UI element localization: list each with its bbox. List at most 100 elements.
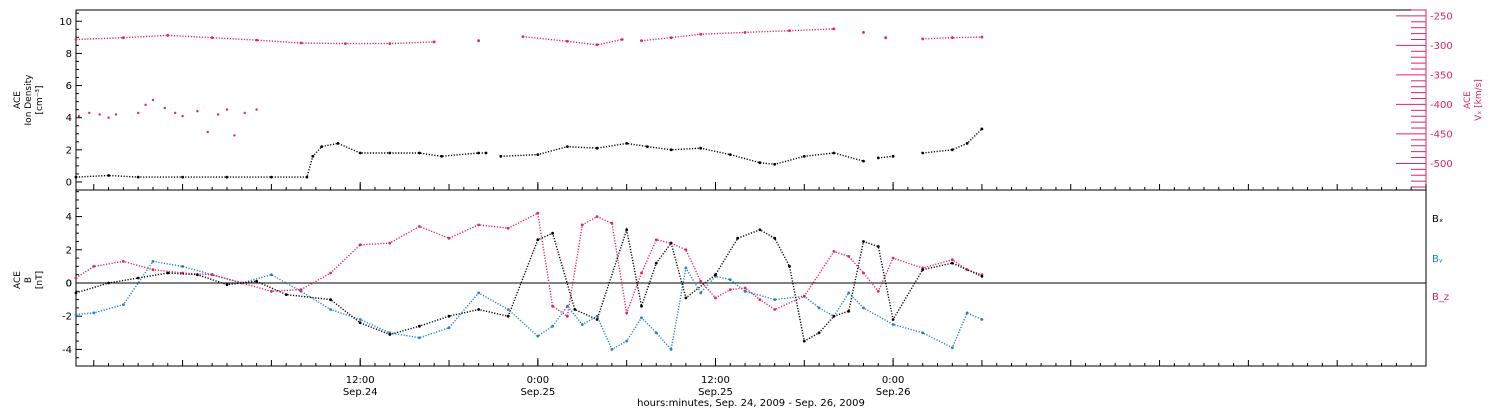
bx-point [980, 274, 984, 278]
vx-point [299, 41, 303, 45]
vx-point [344, 42, 347, 45]
ion-density-outlier-point [98, 113, 101, 116]
bz-point [329, 271, 332, 275]
ion-density-line-1 [500, 142, 864, 166]
x-tick-date: Sep.24 [343, 387, 378, 398]
ion-density-outlier-point [206, 130, 209, 134]
bottom-panel-series [74, 211, 984, 351]
by-point [728, 278, 732, 282]
vx-point [432, 40, 436, 44]
vx-point [950, 36, 954, 40]
top-right-label-line-0: ACE [1463, 91, 1473, 109]
vx-point [862, 31, 865, 34]
ion-density-point [965, 142, 969, 145]
ion-density-line-2 [878, 155, 894, 159]
x-tick-time: 12:00 [701, 375, 730, 386]
bx-point [817, 331, 821, 335]
bx-point [196, 273, 199, 277]
by-point [847, 291, 851, 295]
ion-density-point [225, 175, 229, 179]
bx-point [358, 321, 362, 325]
ion-density-line-0 [75, 142, 486, 178]
vx-point [166, 34, 170, 37]
top-left-axis-title: ACE Ion Density [cm⁻³] [13, 74, 45, 126]
ion-density-point [136, 175, 140, 179]
bz-point [728, 288, 732, 291]
ion-density-point [773, 162, 777, 166]
vx-point [980, 35, 984, 39]
bx-point [477, 308, 480, 311]
top-left-tick-label: 6 [66, 81, 72, 92]
bz-point [832, 250, 836, 253]
bz-point [358, 243, 362, 247]
ion-density-outlier-point [181, 114, 184, 118]
bz-point [506, 226, 510, 230]
bottom-left-label-line-0: ACE [13, 271, 23, 289]
bz-point [92, 265, 96, 268]
bz-point [876, 289, 880, 293]
bz-point [477, 223, 480, 227]
top-panel-frame [75, 9, 1427, 191]
vx-point [210, 36, 214, 40]
x-tick-time: 0:00 [527, 375, 549, 386]
bz-point [299, 288, 303, 291]
ion-density-outlier-point [233, 134, 236, 137]
bx-point [802, 339, 806, 343]
ion-density-outlier-point [144, 103, 147, 107]
bx-point [669, 241, 673, 245]
ion-density-point [440, 154, 443, 158]
legend-bz: B_z [1432, 292, 1449, 303]
ion-density-outlier-point [107, 116, 110, 119]
x-tick-time: 12:00 [346, 375, 375, 386]
by-point [506, 308, 510, 311]
by-point [74, 313, 78, 316]
by-point [684, 266, 688, 270]
by-point [669, 348, 673, 351]
ion-density-point [107, 174, 110, 177]
x-tick-time: 0:00 [882, 375, 904, 386]
by-point [743, 289, 747, 293]
bottom-panel-frame [75, 189, 1427, 367]
bz-point [551, 304, 554, 308]
by-point [654, 331, 658, 335]
bx-point [255, 279, 258, 283]
by-point [92, 311, 96, 315]
by-point [551, 324, 554, 328]
bz-point [270, 289, 273, 293]
ion-density-line-3 [922, 128, 983, 154]
vx-point [921, 37, 925, 41]
bx-point [625, 228, 629, 232]
ion-density-outlier-point [243, 111, 246, 115]
bz-point [625, 311, 629, 315]
ion-density-point [320, 145, 324, 149]
legend-bx: Bₓ [1432, 214, 1443, 225]
bx-point [891, 318, 895, 321]
ion-density-point [499, 154, 503, 158]
bx-point [862, 240, 865, 243]
by-point [270, 273, 273, 277]
vx-line-0 [75, 34, 435, 45]
ion-density-point [876, 156, 880, 160]
ion-density-point [311, 154, 315, 158]
vx-point [388, 42, 392, 45]
bx-point [506, 314, 510, 318]
top-right-tick-label: -250 [1430, 11, 1453, 22]
top-left-tick-label: 10 [59, 17, 72, 28]
bz-point [847, 255, 851, 258]
ion-density-outlier-point [137, 111, 140, 115]
bx-line-0 [75, 227, 983, 343]
bz-point [610, 221, 614, 225]
top-left-axis: 0 2 4 6 8 10 [59, 12, 82, 188]
ion-density-point [728, 153, 732, 157]
ion-density-point [336, 142, 340, 145]
by-point [580, 323, 584, 326]
ion-density-point [862, 159, 865, 163]
vx-point [122, 36, 125, 40]
ion-density-point [669, 148, 673, 152]
by-point [151, 260, 155, 263]
top-left-label-line-1: Ion Density [24, 74, 34, 126]
ion-density-point [305, 175, 309, 179]
vx-point [788, 29, 791, 33]
vx-point [832, 27, 836, 31]
bx-point [950, 261, 954, 265]
